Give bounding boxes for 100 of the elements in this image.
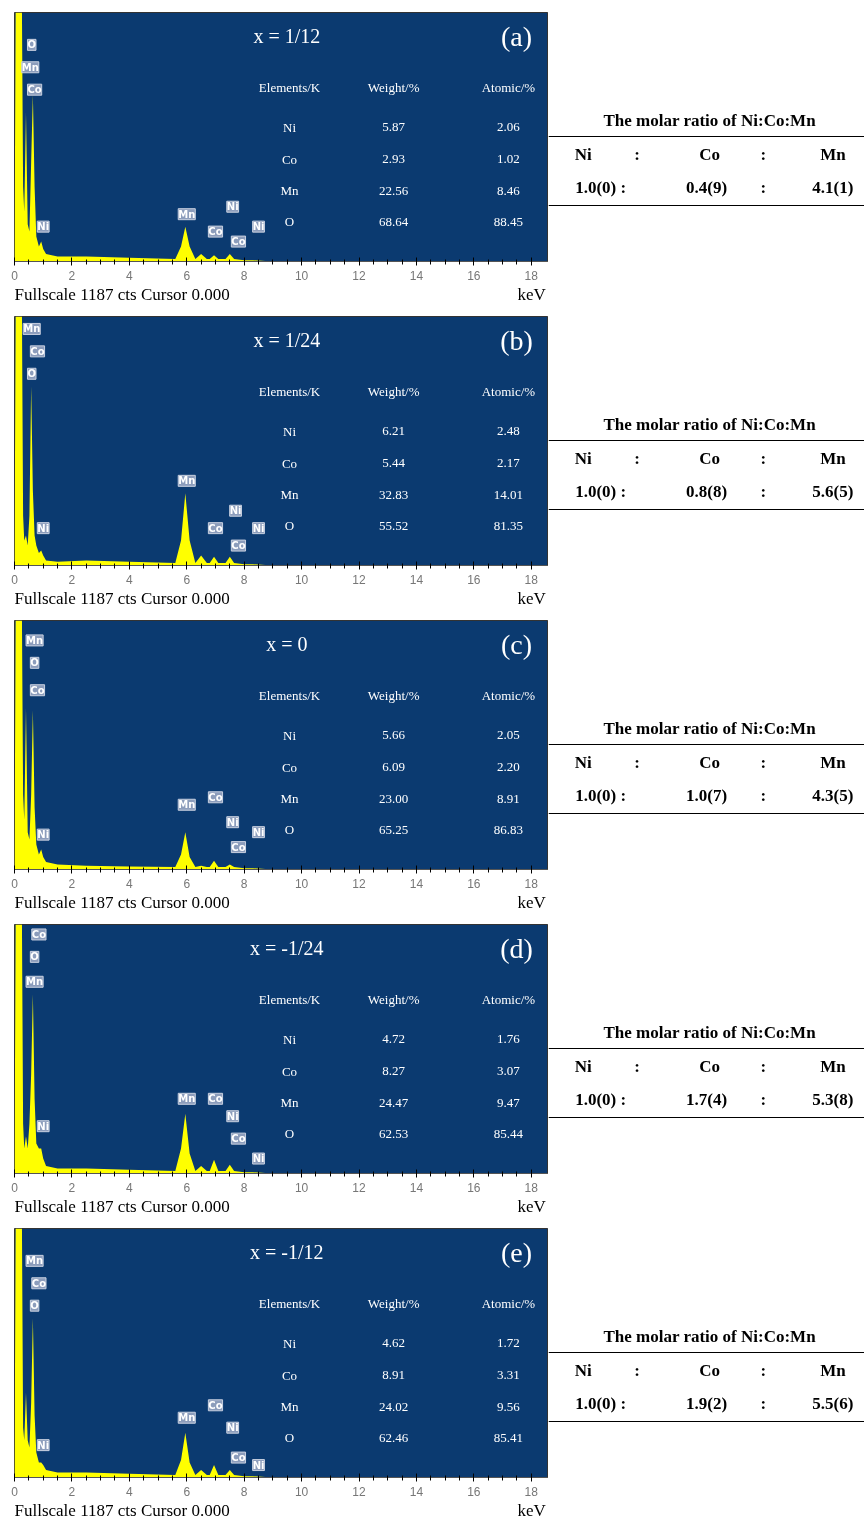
annotation: Co bbox=[231, 236, 246, 248]
x-tick-label: 16 bbox=[467, 1180, 481, 1195]
annotation: 6.21 bbox=[382, 423, 406, 439]
text: Fullscale 1187 cts Cursor 0.000 bbox=[14, 1501, 230, 1521]
annotation: 8.91 bbox=[382, 1367, 406, 1383]
x-tick-label: 12 bbox=[352, 876, 367, 891]
text: Co bbox=[699, 1361, 721, 1380]
annotation: Co bbox=[281, 1367, 298, 1383]
annotation: 5.66 bbox=[382, 727, 406, 743]
annotation: 2.05 bbox=[497, 727, 520, 743]
annotation: Weight/% bbox=[367, 383, 420, 399]
text: : bbox=[760, 145, 767, 164]
text: 1.9(2) bbox=[685, 1394, 728, 1413]
x-tick-label: 6 bbox=[183, 1180, 191, 1195]
text: : bbox=[634, 1361, 640, 1380]
annotation: Mn bbox=[280, 487, 300, 503]
text: : bbox=[634, 753, 640, 772]
x-tick-label: 18 bbox=[524, 1180, 539, 1195]
annotation: O bbox=[27, 368, 36, 380]
annotation: 2.93 bbox=[382, 151, 406, 167]
annotation: Co bbox=[31, 928, 47, 940]
x-tick-label: 0 bbox=[11, 1180, 19, 1195]
text: : bbox=[760, 786, 767, 805]
annotation: Co bbox=[281, 1063, 298, 1079]
text: Mn bbox=[820, 145, 847, 164]
text: Ni bbox=[574, 1057, 593, 1076]
annotation: Mn bbox=[178, 475, 196, 487]
annotation: 14.01 bbox=[493, 486, 524, 502]
text: Ni bbox=[574, 145, 593, 164]
text: : bbox=[760, 449, 767, 468]
annotation: Elements/K bbox=[258, 383, 321, 399]
text: Ni bbox=[574, 753, 593, 772]
x-tick-label: 12 bbox=[352, 1180, 367, 1195]
text: : bbox=[634, 145, 640, 164]
x-tick-label: 2 bbox=[68, 572, 76, 587]
annotation: Weight/% bbox=[367, 1295, 420, 1311]
x-tick-label: 4 bbox=[126, 1484, 133, 1499]
text: The molar ratio of Ni:Co:Mn bbox=[603, 415, 817, 434]
x-tick-label: 14 bbox=[409, 876, 424, 891]
annotation: 4.62 bbox=[382, 1335, 406, 1351]
chart-subtitle: (b) bbox=[500, 325, 533, 357]
x-tick-label: 18 bbox=[524, 268, 539, 283]
text: x = 1/12 bbox=[253, 25, 321, 48]
annotation: 2.06 bbox=[497, 119, 521, 135]
annotation: Weight/% bbox=[367, 79, 420, 95]
text: The molar ratio of Ni:Co:Mn bbox=[603, 1327, 817, 1346]
annotation: 88.45 bbox=[493, 213, 524, 229]
annotation: O bbox=[284, 214, 295, 230]
annotation: Mn bbox=[26, 634, 44, 646]
annotation: 81.35 bbox=[493, 517, 524, 533]
annotation: Mn bbox=[23, 323, 41, 335]
annotation: 1.72 bbox=[497, 1335, 520, 1351]
text: The molar ratio of Ni:Co:Mn bbox=[603, 111, 817, 130]
annotation: Mn bbox=[21, 61, 39, 73]
annotation: Mn bbox=[178, 1093, 196, 1105]
text: Co bbox=[699, 145, 721, 164]
annotation: 62.46 bbox=[379, 1429, 409, 1445]
chart-subtitle: (c) bbox=[500, 629, 532, 661]
annotation: Atomic/% bbox=[481, 1295, 536, 1311]
annotation: 62.53 bbox=[379, 1125, 409, 1141]
x-axis-title: keV bbox=[517, 589, 547, 609]
annotation: Ni bbox=[226, 816, 239, 828]
x-tick-label: 16 bbox=[467, 876, 481, 891]
annotation: Mn bbox=[280, 183, 300, 199]
annotation: Mn bbox=[280, 1399, 300, 1415]
x-tick-label: 10 bbox=[294, 572, 309, 587]
x-tick-label: 12 bbox=[352, 572, 367, 587]
x-tick-label: 14 bbox=[409, 572, 424, 587]
x-tick-label: 12 bbox=[352, 1484, 367, 1499]
annotation: O bbox=[30, 951, 39, 963]
text: 1.0(0) : bbox=[575, 482, 627, 501]
text: : bbox=[760, 482, 767, 501]
annotation: Co bbox=[208, 1093, 223, 1105]
annotation: Mn bbox=[280, 1095, 300, 1111]
annotation: Mn bbox=[178, 1412, 196, 1424]
text: 0.8(8) bbox=[685, 482, 728, 501]
annotation: Co bbox=[231, 841, 246, 853]
annotation: Elements/K bbox=[258, 79, 321, 95]
text: 4.3(5) bbox=[812, 786, 854, 805]
text: : bbox=[760, 1394, 767, 1413]
text: 1.7(4) bbox=[685, 1090, 728, 1109]
annotation: Mn bbox=[178, 799, 196, 811]
annotation: Ni bbox=[283, 1335, 297, 1351]
annotation: Ni bbox=[226, 201, 239, 213]
x-axis-title: keV bbox=[517, 285, 547, 305]
chart-subtitle: (e) bbox=[500, 1237, 532, 1269]
annotation: 65.25 bbox=[379, 821, 409, 837]
x-tick-label: 4 bbox=[126, 1180, 133, 1195]
annotation: Co bbox=[30, 684, 45, 696]
x-tick-label: 14 bbox=[409, 1180, 424, 1195]
annotation: 85.44 bbox=[493, 1125, 524, 1141]
annotation: Ni bbox=[283, 1031, 297, 1047]
annotation: Ni bbox=[37, 1439, 50, 1451]
x-axis-title: keV bbox=[517, 1197, 547, 1217]
x-tick-label: 6 bbox=[183, 1484, 191, 1499]
annotation: 24.02 bbox=[379, 1398, 409, 1414]
text: Co bbox=[699, 1057, 721, 1076]
x-tick-label: 2 bbox=[68, 268, 76, 283]
x-tick-label: 2 bbox=[68, 1484, 76, 1499]
annotation: Co bbox=[231, 1452, 246, 1464]
